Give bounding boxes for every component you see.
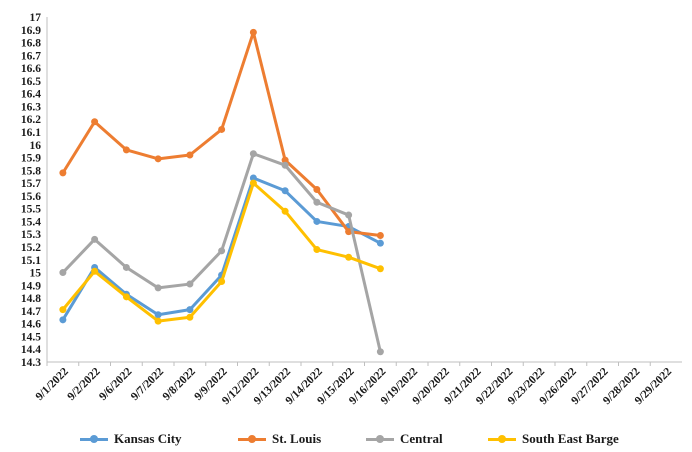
data-point xyxy=(91,118,99,126)
data-point xyxy=(376,348,384,356)
data-point xyxy=(186,151,194,159)
data-point xyxy=(313,186,321,193)
y-tick-label: 14.5 xyxy=(21,331,41,343)
y-tick-label: 15.8 xyxy=(21,165,41,177)
y-tick-label: 15.9 xyxy=(21,153,41,165)
legend-swatch xyxy=(488,428,516,450)
legend-item: Central xyxy=(366,428,443,450)
y-tick-label: 17 xyxy=(30,12,42,24)
y-tick-label: 15.6 xyxy=(21,191,41,203)
y-tick-label: 15.2 xyxy=(21,242,41,254)
y-tick-label: 16.9 xyxy=(21,25,41,37)
data-point xyxy=(59,169,67,177)
data-point xyxy=(154,284,162,292)
data-point xyxy=(249,174,257,182)
data-point xyxy=(59,316,67,324)
data-point xyxy=(313,246,321,254)
data-point xyxy=(218,278,226,285)
data-point xyxy=(122,293,130,301)
y-tick-label: 16 xyxy=(30,140,42,152)
legend-item: Kansas City xyxy=(80,428,182,450)
data-point xyxy=(91,235,99,243)
data-point xyxy=(281,187,289,195)
legend-label: South East Barge xyxy=(522,431,619,446)
y-tick-label: 14.3 xyxy=(21,357,41,369)
y-tick-label: 16.7 xyxy=(21,50,41,62)
y-tick-label: 15.7 xyxy=(21,178,41,190)
data-point xyxy=(59,306,67,314)
data-point xyxy=(154,155,162,163)
data-point xyxy=(313,217,321,225)
data-point xyxy=(122,146,130,154)
data-point xyxy=(249,179,257,187)
data-point xyxy=(186,313,194,321)
y-tick-label: 16.8 xyxy=(21,38,41,50)
y-tick-label: 15.1 xyxy=(21,255,41,267)
legend-item: South East Barge xyxy=(488,428,619,450)
legend: Kansas City St. Louis Central South East Ba… xyxy=(0,428,692,450)
series-lines xyxy=(59,28,384,356)
y-tick-label: 15.5 xyxy=(21,204,41,216)
data-point xyxy=(376,239,384,247)
data-point xyxy=(249,150,257,158)
y-tick-label: 16.1 xyxy=(21,127,41,139)
data-point xyxy=(59,269,67,277)
y-tick-label: 16.6 xyxy=(21,63,41,75)
data-point xyxy=(154,317,162,325)
data-point xyxy=(281,161,289,169)
data-point xyxy=(249,28,257,36)
data-point xyxy=(345,228,353,236)
data-point xyxy=(345,211,353,219)
y-tick-label: 16.3 xyxy=(21,101,41,113)
legend-swatch xyxy=(366,428,394,450)
y-tick-label: 16.5 xyxy=(21,76,41,88)
data-point xyxy=(186,280,194,288)
y-tick-label: 14.9 xyxy=(21,280,41,292)
data-point xyxy=(218,247,226,255)
y-axis-ticks: 14.314.414.514.614.714.814.91515.115.215… xyxy=(21,12,41,369)
x-tick-label: 9/6/2022 xyxy=(97,365,135,403)
data-point xyxy=(218,125,226,133)
y-tick-label: 15.3 xyxy=(21,229,41,241)
data-point xyxy=(91,267,99,275)
data-point xyxy=(281,207,289,215)
legend-label: Central xyxy=(400,431,443,446)
y-tick-label: 16.4 xyxy=(21,89,41,101)
data-point xyxy=(281,156,289,164)
x-tick-label: 9/7/2022 xyxy=(129,365,167,403)
data-point xyxy=(313,198,321,206)
series-line-1 xyxy=(61,30,381,237)
line-chart: 14.314.414.514.614.714.814.91515.115.215… xyxy=(21,12,682,407)
data-point xyxy=(376,232,384,239)
data-point xyxy=(345,253,353,261)
data-point xyxy=(376,265,384,273)
y-tick-label: 14.4 xyxy=(21,344,41,356)
x-tick-label: 9/2/2022 xyxy=(65,365,103,403)
legend-swatch xyxy=(80,428,108,450)
y-tick-label: 16.2 xyxy=(21,114,41,126)
x-axis-ticks: 9/1/20229/2/20229/6/20229/7/20229/8/2022… xyxy=(34,362,674,407)
data-point xyxy=(122,263,130,271)
x-tick-label: 9/8/2022 xyxy=(161,365,199,403)
y-tick-label: 15 xyxy=(30,268,42,280)
y-tick-label: 14.8 xyxy=(21,293,41,305)
y-tick-label: 14.7 xyxy=(21,306,41,318)
y-tick-label: 14.6 xyxy=(21,319,41,331)
legend-label: Kansas City xyxy=(114,431,182,446)
legend-label: St. Louis xyxy=(272,431,322,446)
x-tick-label: 9/1/2022 xyxy=(34,365,72,403)
data-point xyxy=(154,311,162,319)
data-point xyxy=(186,306,194,314)
legend-swatch xyxy=(238,428,266,450)
y-tick-label: 15.4 xyxy=(21,216,41,228)
legend-item: St. Louis xyxy=(238,428,321,450)
